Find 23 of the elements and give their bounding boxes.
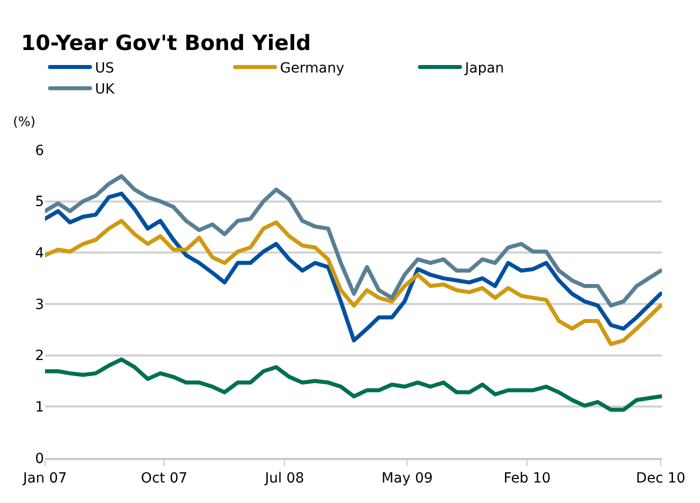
x-tick-label: Jan 07 <box>22 470 67 487</box>
x-tick-label: May 09 <box>382 470 433 487</box>
legend-label: UK <box>95 82 116 98</box>
x-tick-label: Oct 07 <box>140 470 188 487</box>
x-tick-label: Feb 10 <box>504 470 551 487</box>
line-series <box>45 174 662 308</box>
y-tick-label: 0 <box>35 450 44 467</box>
y-tick-label: 5 <box>35 194 44 210</box>
line-series <box>45 192 662 342</box>
chart-title: 10-Year Gov't Bond Yield <box>21 30 311 55</box>
y-tick-label: 6 <box>35 142 44 159</box>
legend-label: Japan <box>464 60 504 76</box>
y-tick-label: 2 <box>35 348 44 364</box>
y-tick-label: 4 <box>35 246 44 262</box>
legend-label: Germany <box>280 60 344 76</box>
legend-label: US <box>95 60 114 76</box>
y-axis-title: (%) <box>13 115 36 130</box>
x-tick-label: Jul 08 <box>264 470 304 487</box>
line-series <box>45 357 662 412</box>
y-tick-label: 3 <box>35 296 44 313</box>
y-tick-label: 1 <box>35 400 44 416</box>
line-series <box>45 218 662 346</box>
x-tick-label: Dec 10 <box>636 470 686 487</box>
